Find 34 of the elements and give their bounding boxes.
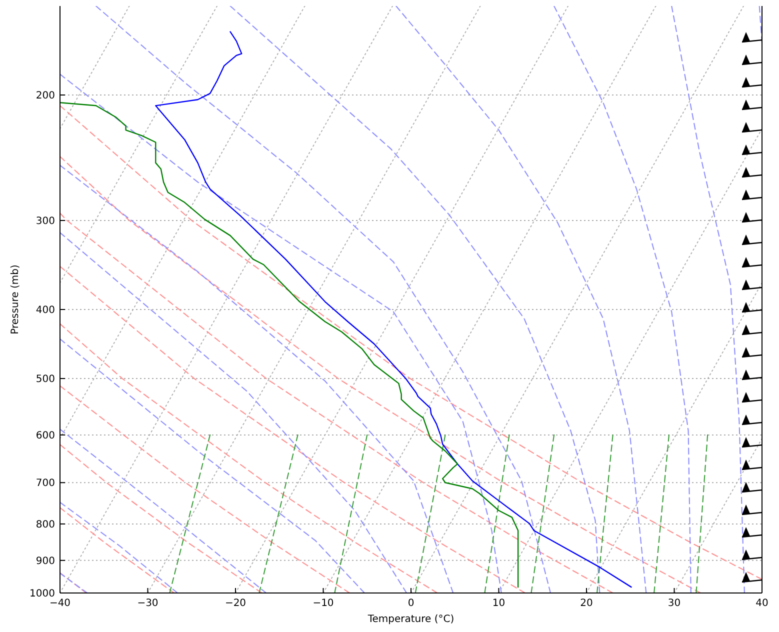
x-tick-label: 0 xyxy=(408,598,414,609)
line-series xyxy=(553,6,692,593)
x-tick-label: 20 xyxy=(580,598,593,609)
line-series xyxy=(95,6,552,593)
x-tick-label: 10 xyxy=(492,598,506,609)
y-tick-label: 200 xyxy=(36,90,55,102)
y-tick-label: 700 xyxy=(36,478,55,490)
x-tick-label: −40 xyxy=(49,598,71,609)
line-series xyxy=(60,105,762,580)
x-tick-label: 40 xyxy=(756,598,768,609)
line-series xyxy=(60,323,438,593)
line-series xyxy=(60,232,408,593)
x-axis-title: Temperature (°C) xyxy=(366,614,454,625)
y-tick-label: 400 xyxy=(36,304,55,316)
line-series xyxy=(60,212,614,593)
x-tick-label: −20 xyxy=(224,598,246,609)
x-tick-label: −30 xyxy=(137,598,158,609)
y-axis-title: Pressure (mb) xyxy=(10,264,21,334)
y-tick-label: 800 xyxy=(36,519,55,530)
line-series xyxy=(396,6,647,593)
y-tick-label: 300 xyxy=(36,216,55,227)
y-tick-label: 1000 xyxy=(30,588,55,600)
line-series xyxy=(60,385,350,593)
y-tick-label: 600 xyxy=(36,430,55,442)
y-tick-label: 900 xyxy=(36,556,55,567)
line-series xyxy=(671,6,745,593)
x-tick-label: 30 xyxy=(668,598,681,609)
line-series xyxy=(60,156,702,593)
line-series xyxy=(60,164,454,593)
line-series xyxy=(60,338,366,593)
line-series xyxy=(60,266,526,593)
line-series xyxy=(155,31,632,588)
x-tick-label: −10 xyxy=(312,598,334,609)
y-tick-label: 500 xyxy=(36,374,55,386)
